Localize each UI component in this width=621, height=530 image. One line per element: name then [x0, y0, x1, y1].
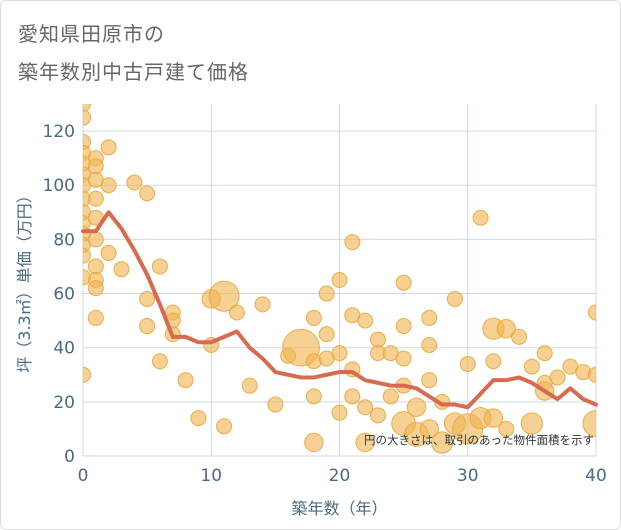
- data-bubble: [318, 326, 335, 343]
- data-bubble: [536, 345, 553, 362]
- data-bubble: [511, 328, 528, 345]
- data-bubble: [87, 309, 104, 326]
- data-bubble: [83, 109, 91, 126]
- data-bubble: [241, 377, 258, 394]
- data-bubble: [446, 290, 463, 307]
- data-bubble: [430, 431, 454, 454]
- data-bubble: [382, 388, 399, 405]
- data-bubble: [87, 280, 104, 297]
- data-bubble: [228, 304, 245, 321]
- data-bubble: [421, 309, 438, 326]
- trend-line: [81, 210, 598, 410]
- data-bubble: [395, 274, 412, 291]
- data-bubble: [83, 104, 91, 112]
- data-bubble: [87, 258, 104, 275]
- x-axis-label: 築年数（年）: [291, 499, 387, 518]
- data-bubble: [83, 247, 91, 264]
- data-bubble: [331, 272, 348, 288]
- data-bubble: [344, 388, 361, 405]
- data-bubble: [483, 408, 504, 428]
- data-bubble: [318, 285, 335, 302]
- data-bubble: [87, 190, 104, 207]
- data-bubble: [369, 331, 386, 348]
- data-bubble: [395, 350, 412, 367]
- data-bubble: [305, 388, 322, 405]
- data-bubble: [355, 432, 375, 453]
- data-bubble: [126, 174, 143, 191]
- data-bubble: [588, 366, 596, 383]
- x-tick-label: 20: [329, 466, 351, 486]
- data-bubble: [331, 345, 348, 362]
- data-bubble: [520, 412, 543, 435]
- y-tick-label: 40: [53, 339, 75, 359]
- data-bubble: [177, 372, 194, 389]
- data-bubble: [305, 309, 322, 326]
- chart-title-line2: 築年数別中古戸建て価格: [18, 60, 249, 84]
- data-bubble: [100, 139, 117, 156]
- y-tick-label: 20: [53, 393, 75, 413]
- x-tick-label: 40: [585, 466, 607, 486]
- data-bubble: [267, 396, 284, 413]
- data-bubble: [421, 336, 438, 353]
- y-tick-label: 100: [43, 176, 75, 196]
- data-bubble: [357, 312, 374, 329]
- data-bubble: [406, 397, 427, 417]
- data-bubble: [549, 369, 566, 386]
- data-bubble: [100, 177, 117, 194]
- data-bubble: [459, 355, 476, 372]
- y-tick-label: 120: [43, 122, 75, 142]
- data-bubble: [304, 432, 324, 453]
- data-bubble: [139, 318, 156, 335]
- bubble-group: [83, 104, 596, 454]
- data-bubble: [588, 304, 596, 321]
- data-bubble: [582, 410, 596, 437]
- x-tick-label: 0: [78, 466, 89, 486]
- y-tick-label: 60: [53, 285, 75, 305]
- data-bubble: [190, 410, 207, 427]
- data-bubble: [523, 358, 540, 375]
- y-tick-label: 80: [53, 230, 75, 250]
- data-bubble: [496, 319, 516, 339]
- chart-title-line1: 愛知県田原市の: [18, 22, 165, 46]
- data-bubble: [357, 399, 374, 416]
- y-axis-label: 坪（3.3㎡）単価（万円）: [15, 187, 34, 372]
- data-bubble: [139, 185, 156, 202]
- data-bubble: [485, 353, 502, 370]
- x-tick-label: 10: [200, 466, 222, 486]
- size-annotation: 円の大きさは、取引のあった物件面積を示す: [364, 433, 594, 447]
- x-tick-label: 30: [457, 466, 479, 486]
- data-bubble: [254, 296, 271, 313]
- data-bubble: [139, 290, 156, 307]
- data-bubble: [395, 318, 412, 335]
- data-bubble: [113, 261, 130, 278]
- data-bubble: [100, 244, 117, 261]
- data-bubble: [344, 234, 361, 251]
- data-bubble: [87, 158, 104, 175]
- data-bubble: [331, 404, 348, 421]
- data-bubble: [83, 366, 91, 383]
- data-bubble: [151, 258, 168, 275]
- data-bubble: [151, 353, 168, 370]
- y-tick-label: 0: [64, 447, 75, 467]
- data-bubble: [421, 372, 438, 389]
- data-bubble: [498, 420, 515, 437]
- data-bubble: [216, 418, 233, 435]
- data-bubble: [369, 407, 386, 424]
- data-bubble: [472, 209, 489, 226]
- data-bubble: [208, 280, 240, 312]
- data-bubble: [87, 231, 104, 248]
- data-bubble: [419, 419, 439, 439]
